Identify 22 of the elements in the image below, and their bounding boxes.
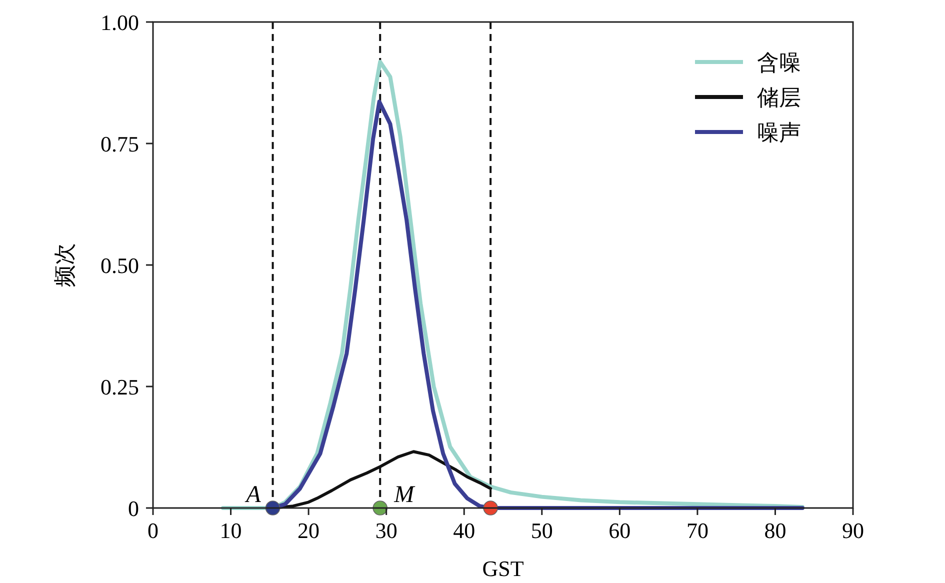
x-tick-label: 20 — [298, 518, 320, 543]
x-tick-label: 70 — [686, 518, 708, 543]
x-axis-title: GST — [482, 556, 524, 581]
y-tick-label: 0.25 — [100, 374, 139, 400]
legend-label: 噪声 — [757, 120, 801, 145]
y-tick-label: 1.00 — [100, 10, 139, 35]
legend-label: 储层 — [757, 85, 801, 110]
x-tick-label: 80 — [764, 518, 786, 543]
legend-label: 含噪 — [757, 50, 801, 75]
x-tick-label: 50 — [530, 518, 553, 543]
x-tick-label: 60 — [608, 518, 631, 543]
y-tick-label: 0.50 — [100, 253, 139, 278]
x-tick-label: 90 — [842, 518, 864, 543]
y-tick-label: 0 — [128, 496, 139, 521]
annotation: M — [393, 482, 416, 508]
y-tick-label: 0.75 — [100, 132, 139, 156]
x-tick-label: 30 — [375, 518, 398, 543]
x-tick-label: 0 — [148, 518, 158, 543]
x-tick-label: 10 — [220, 518, 242, 543]
x-tick-label: 40 — [453, 518, 476, 543]
annotation: A — [244, 482, 262, 508]
y-axis-title: 频次 — [52, 243, 77, 287]
